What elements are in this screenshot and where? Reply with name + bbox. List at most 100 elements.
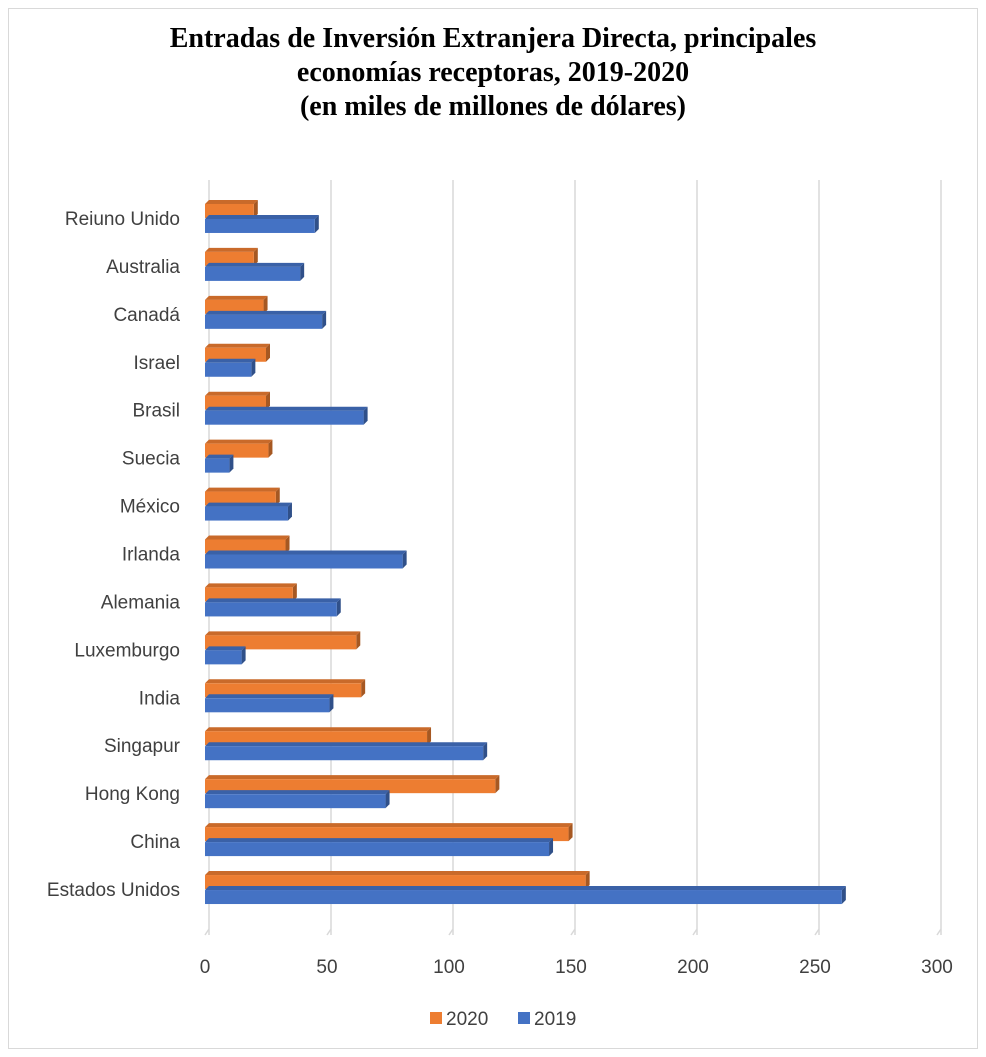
bar-2019 [205,458,230,473]
gridline-foot [204,928,210,936]
bar-2020 [205,731,428,746]
bar-top-2019 [205,694,334,699]
bar-2020 [205,491,276,506]
category-label: Australia [106,257,180,278]
bar-top-2020 [205,535,290,540]
bar-2019 [205,650,242,665]
bar-top-2020 [205,199,258,204]
category-label: India [139,688,181,709]
legend-swatch-2019 [518,1012,530,1024]
category-label: Suecia [122,449,181,470]
bar-top-2020 [205,439,273,444]
bar-top-2020 [205,391,270,396]
bar-depth-2020 [285,535,290,554]
bar-depth-2020 [585,871,590,890]
chart-title: Entradas de Inversión Extranjera Directa… [0,22,986,124]
bar-top-2019 [205,790,390,795]
category-label: China [130,832,180,853]
bar-2020 [205,587,293,602]
category-label: Hong Kong [85,784,180,805]
bar-depth-2019 [314,214,319,233]
bar-2020 [205,539,286,554]
bar-depth-2020 [253,247,258,266]
bar-2020 [205,347,266,362]
bar-depth-2019 [336,598,341,617]
chart-title-line-1: Entradas de Inversión Extranjera Directa… [169,23,817,54]
bar-2019 [205,506,288,521]
category-label: Estados Unidos [47,880,180,901]
gridline-foot [448,928,454,936]
bar-depth-2019 [300,262,305,281]
x-tick-label: 50 [316,957,337,978]
bar-2019 [205,602,337,617]
gridline-foot [326,928,332,936]
bar-top-2020 [205,631,361,636]
category-labels: Reiuno Unido Australia Canadá Israel Brasil S… [47,209,181,901]
bar-top-2020 [205,871,590,876]
chart-title-line-3: (en miles de millones de dólares) [299,91,686,122]
bar-2019 [205,362,252,377]
bar-2019 [205,890,842,905]
bar-depth-2019 [251,358,256,377]
bar-depth-2019 [483,742,488,761]
category-label: México [120,497,180,518]
gridline-foot [936,928,942,936]
bars [205,199,846,905]
legend-label-2020: 2020 [446,1009,488,1030]
bar-depth-2019 [363,406,368,425]
x-tick-label: 100 [433,957,465,978]
bar-depth-2019 [549,838,554,857]
chart-title-line-2: economías receptoras, 2019-2020 [296,57,690,88]
bar-top-2019 [205,214,319,219]
bar-top-2019 [205,646,246,651]
bar-top-2019 [205,838,554,843]
bar-depth-2020 [263,295,268,314]
category-label: Singapur [104,736,181,757]
bar-2020 [205,299,264,314]
bar-top-2020 [205,487,280,492]
bar-2020 [205,827,569,842]
bar-depth-2019 [287,502,292,521]
bar-2019 [205,794,386,809]
bar-2020 [205,203,254,218]
bar-depth-2020 [266,343,270,362]
x-tick-label: 200 [677,957,709,978]
bar-2020 [205,251,254,266]
bar-top-2019 [205,406,368,411]
bar-depth-2020 [253,199,258,218]
bar-top-2019 [205,454,234,459]
category-label: Luxemburgo [74,640,180,661]
category-label: Canadá [113,305,180,326]
bar-2019 [205,554,403,569]
bar-depth-2020 [495,775,500,794]
bar-depth-2019 [402,550,407,569]
bar-top-2020 [205,295,268,300]
bar-depth-2020 [361,679,366,698]
gridline-foot [814,928,820,936]
bar-top-2019 [205,358,256,363]
bar-depth-2019 [229,454,234,473]
bar-top-2019 [205,598,341,603]
bar-top-2019 [205,550,407,555]
bar-depth-2019 [329,694,334,713]
bar-top-2019 [205,886,846,891]
bar-top-2020 [205,343,270,348]
bar-top-2019 [205,502,292,507]
legend-swatch-2020 [430,1012,442,1024]
bar-2020 [205,875,586,890]
bar-depth-2020 [268,439,273,458]
legend-label-2019: 2019 [534,1009,576,1030]
bar-depth-2019 [241,646,246,665]
bar-2020 [205,443,269,458]
legend: 2020 2019 [430,1009,576,1030]
bar-depth-2020 [275,487,280,506]
bar-2019 [205,746,484,761]
bar-2020 [205,683,362,698]
x-tick-label: 150 [555,957,587,978]
bar-depth-2020 [568,823,573,842]
bar-depth-2019 [841,886,846,905]
bar-2019 [205,698,330,713]
bar-depth-2020 [292,583,297,602]
category-label: Alemania [101,592,181,613]
